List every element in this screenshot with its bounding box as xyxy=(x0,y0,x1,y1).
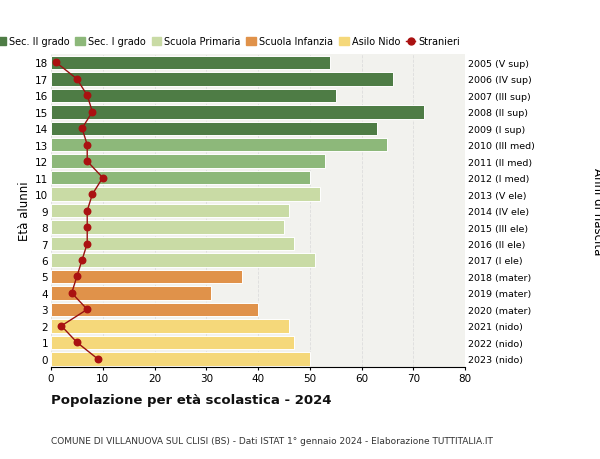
Bar xyxy=(51,73,392,86)
Point xyxy=(72,339,82,346)
Point xyxy=(82,224,92,231)
Bar xyxy=(51,106,424,119)
Point xyxy=(82,92,92,100)
Bar xyxy=(51,221,284,234)
Bar xyxy=(51,319,289,333)
Bar xyxy=(51,204,289,218)
Point xyxy=(82,306,92,313)
Point xyxy=(98,174,107,182)
Text: COMUNE DI VILLANUOVA SUL CLISI (BS) - Dati ISTAT 1° gennaio 2024 - Elaborazione : COMUNE DI VILLANUOVA SUL CLISI (BS) - Da… xyxy=(51,436,493,445)
Y-axis label: Età alunni: Età alunni xyxy=(18,181,31,241)
Point xyxy=(67,290,77,297)
Point xyxy=(72,76,82,84)
Bar xyxy=(51,122,377,136)
Point xyxy=(82,241,92,248)
Bar xyxy=(51,172,310,185)
Point xyxy=(77,125,87,133)
Text: Anni di nascita: Anni di nascita xyxy=(590,168,600,255)
Point xyxy=(82,142,92,149)
Bar xyxy=(51,286,211,300)
Bar xyxy=(51,254,315,267)
Point xyxy=(77,257,87,264)
Bar xyxy=(51,237,294,251)
Bar xyxy=(51,90,335,103)
Point xyxy=(72,273,82,280)
Bar xyxy=(51,188,320,202)
Bar xyxy=(51,336,294,349)
Bar xyxy=(51,56,331,70)
Point xyxy=(93,355,103,363)
Bar xyxy=(51,155,325,168)
Bar xyxy=(51,270,242,284)
Point xyxy=(88,109,97,116)
Bar xyxy=(51,139,388,152)
Bar xyxy=(51,303,258,316)
Bar xyxy=(51,352,310,366)
Point xyxy=(56,323,66,330)
Point xyxy=(82,158,92,166)
Point xyxy=(88,191,97,198)
Legend: Sec. II grado, Sec. I grado, Scuola Primaria, Scuola Infanzia, Asilo Nido, Stran: Sec. II grado, Sec. I grado, Scuola Prim… xyxy=(0,37,460,47)
Point xyxy=(82,207,92,215)
Point xyxy=(52,60,61,67)
Text: Popolazione per età scolastica - 2024: Popolazione per età scolastica - 2024 xyxy=(51,393,331,406)
